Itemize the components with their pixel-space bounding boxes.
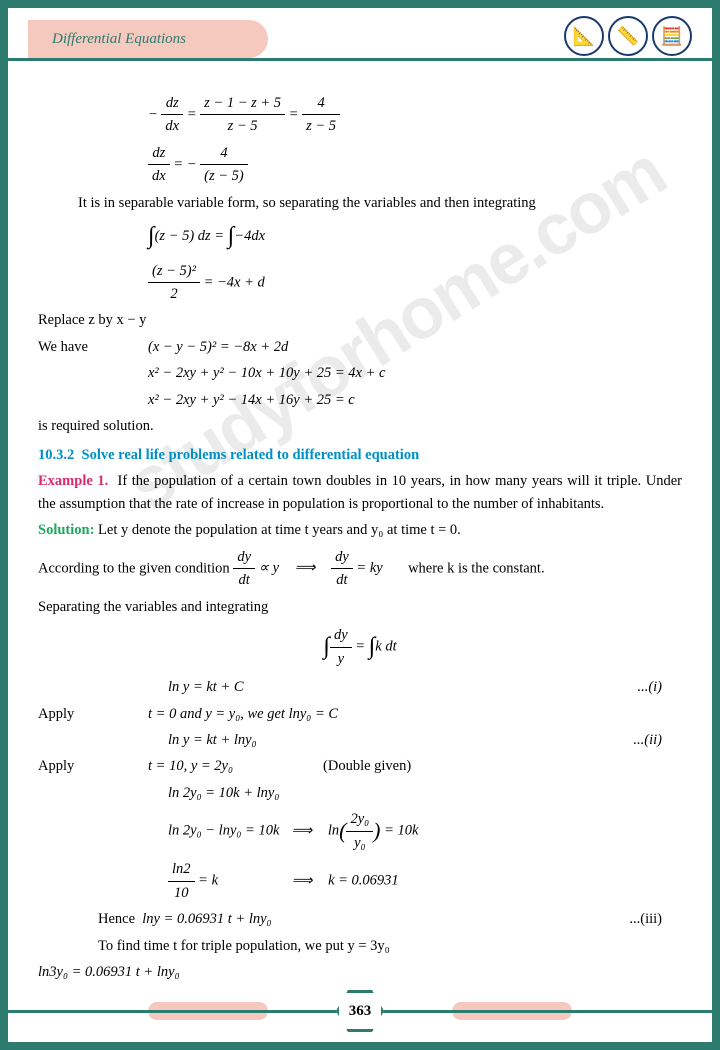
text-required: is required solution. [38, 415, 682, 437]
text-replace: Replace z by x − y [38, 309, 682, 331]
eq-p11: ln3y₀ = 0.06931 t + lny₀ [38, 961, 682, 983]
text-separating2: Separating the variables and integrating [38, 596, 682, 618]
page: Differential Equations 📐 📏 🧮 studyforhom… [8, 8, 712, 1042]
eq-p7: ln 2y₀ = 10k + lny₀ [38, 782, 682, 804]
section-heading: 10.3.2 Solve real life problems related … [38, 444, 682, 466]
header-rule [8, 58, 712, 61]
solution-intro: Solution: Let y denote the population at… [38, 519, 682, 541]
eq-p10: Hence lny = 0.06931 t + lny₀ ...(iii) [38, 908, 682, 930]
header-left-tab: Differential Equations [28, 20, 268, 58]
equation-2: dzdx = − 4(z − 5) [38, 142, 682, 188]
find-time: To find time t for triple population, we… [38, 935, 682, 957]
equation-4: (z − 5)²2 = −4x + d [38, 260, 682, 306]
eq-p9: ln210 = k ⟹ k = 0.06931 [38, 858, 682, 904]
content: − dzdx = z − 1 − z + 5z − 5 = 4z − 5 dzd… [38, 88, 682, 982]
ruler-icon: 📏 [608, 16, 648, 56]
equation-6: x² − 2xy + y² − 10x + 10y + 25 = 4x + c [38, 362, 682, 384]
footer: 363 [8, 992, 712, 1034]
header: Differential Equations 📐 📏 🧮 [8, 8, 712, 78]
eq-p3: ln y = kt + C...(i) [38, 676, 682, 698]
example-1: Example 1. If the population of a certai… [38, 470, 682, 515]
calculator-icon: 🧮 [652, 16, 692, 56]
apply-1: Apply t = 0 and y = y₀, we get lny₀ = C [38, 703, 682, 725]
proportional-line: According to the given condition dydt ∝ … [38, 546, 682, 592]
equation-1: − dzdx = z − 1 − z + 5z − 5 = 4z − 5 [38, 92, 682, 138]
equation-5: We have (x − y − 5)² = −8x + 2d [38, 336, 682, 358]
equation-7: x² − 2xy + y² − 14x + 16y + 25 = c [38, 389, 682, 411]
geometry-icon: 📐 [564, 16, 604, 56]
equation-3: ∫(z − 5) dz = ∫−4dx [38, 218, 682, 255]
text-separable: It is in separable variable form, so sep… [78, 192, 682, 214]
eq-p5: ln y = kt + lny₀...(ii) [38, 729, 682, 751]
apply-2: Apply t = 10, y = 2y₀ (Double given) [38, 755, 682, 777]
header-icons: 📐 📏 🧮 [564, 16, 692, 56]
integral-eq: ∫dyy = ∫k dt [38, 624, 682, 670]
chapter-title: Differential Equations [52, 31, 186, 48]
eq-p8: ln 2y₀ − lny₀ = 10k⟹ ln(2y₀y₀) = 10k [38, 808, 682, 854]
page-number: 363 [336, 990, 384, 1032]
